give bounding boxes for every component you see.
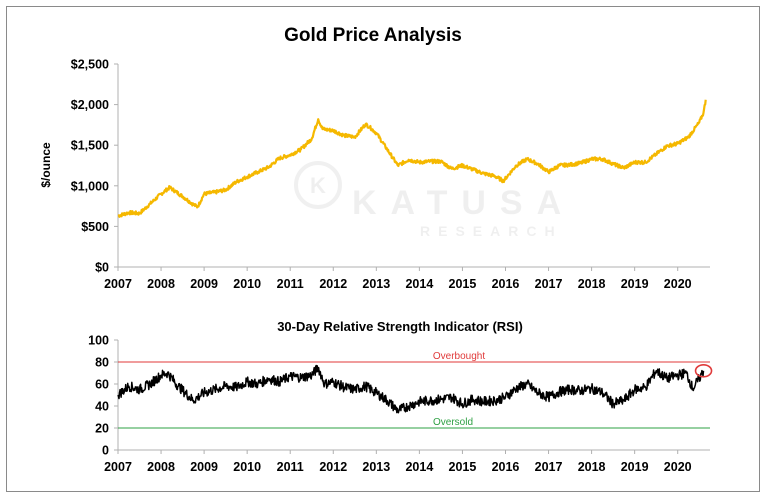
x-tick-label: 2018 — [578, 277, 606, 291]
gold-price-chart: Gold Price Analysis $/ounce $0 $500 $1,000… — [39, 25, 710, 291]
x-tick-label: 2017 — [535, 460, 563, 474]
x-tick-label: 2020 — [664, 277, 692, 291]
x-tick-label: 2020 — [664, 460, 692, 474]
y-tick-label: 60 — [95, 378, 109, 392]
x-tick-label: 2007 — [104, 460, 132, 474]
watermark-logo-icon — [294, 161, 342, 209]
overbought-label: Overbought — [433, 351, 485, 362]
chart-title: Gold Price Analysis — [284, 25, 462, 46]
x-tick-label: 2009 — [190, 277, 218, 291]
x-tick-label: 2012 — [319, 277, 347, 291]
y-tick-label: $1,000 — [71, 179, 109, 193]
y-tick-label: $2,000 — [71, 98, 109, 112]
x-tick-label: 2019 — [621, 460, 649, 474]
x-axis-ticks: 2007 2008 2009 2010 2011 2012 2013 2014 2015 2016… — [104, 267, 692, 291]
watermark-logo-letter: K — [310, 173, 326, 198]
x-tick-label: 2010 — [233, 277, 261, 291]
rsi-series-line — [117, 364, 705, 414]
oversold-label: Oversold — [433, 417, 473, 428]
rsi-x-axis-ticks: 2007 2008 2009 2010 2011 2012 2013 2014 2015 2016… — [104, 450, 692, 474]
y-axis-label: $/ounce — [39, 142, 53, 188]
watermark-brand: KATUSA — [352, 184, 575, 222]
x-tick-label: 2015 — [449, 460, 477, 474]
y-tick-label: $500 — [81, 220, 109, 234]
watermark-subtitle: RESEARCH — [420, 223, 563, 239]
x-tick-label: 2008 — [147, 460, 175, 474]
x-tick-label: 2016 — [492, 460, 520, 474]
x-tick-label: 2016 — [492, 277, 520, 291]
x-tick-label: 2007 — [104, 277, 132, 291]
y-tick-label: 20 — [95, 422, 109, 436]
watermark: K KATUSA RESEARCH — [294, 161, 575, 239]
x-tick-label: 2010 — [233, 460, 261, 474]
x-tick-label: 2013 — [362, 277, 390, 291]
y-axis-ticks: $0 $500 $1,000 $1,500 $2,000 $2,500 — [71, 58, 118, 275]
y-tick-label: 40 — [95, 400, 109, 414]
y-tick-label: 0 — [102, 444, 109, 458]
y-tick-label: $0 — [95, 261, 109, 275]
gold-price-series-line — [117, 99, 707, 218]
rsi-chart: 30-Day Relative Strength Indicator (RSI)… — [88, 319, 713, 474]
x-tick-label: 2012 — [319, 460, 347, 474]
y-tick-label: 100 — [88, 334, 109, 348]
x-tick-label: 2015 — [449, 277, 477, 291]
x-tick-label: 2011 — [277, 277, 304, 291]
x-tick-label: 2014 — [405, 460, 433, 474]
y-tick-label: $1,500 — [71, 139, 109, 153]
x-tick-label: 2018 — [578, 460, 606, 474]
y-tick-label: $2,500 — [71, 58, 109, 72]
rsi-chart-title: 30-Day Relative Strength Indicator (RSI) — [277, 319, 523, 334]
x-tick-label: 2008 — [147, 277, 175, 291]
x-tick-label: 2011 — [277, 460, 304, 474]
rsi-y-axis-ticks: 0 20 40 60 80 100 — [88, 334, 118, 458]
x-tick-label: 2009 — [190, 460, 218, 474]
x-tick-label: 2017 — [535, 277, 563, 291]
x-tick-label: 2013 — [362, 460, 390, 474]
chart-frame — [6, 6, 760, 492]
x-tick-label: 2014 — [405, 277, 433, 291]
y-tick-label: 80 — [95, 356, 109, 370]
rsi-highlight-circle — [694, 363, 713, 378]
x-tick-label: 2019 — [621, 277, 649, 291]
